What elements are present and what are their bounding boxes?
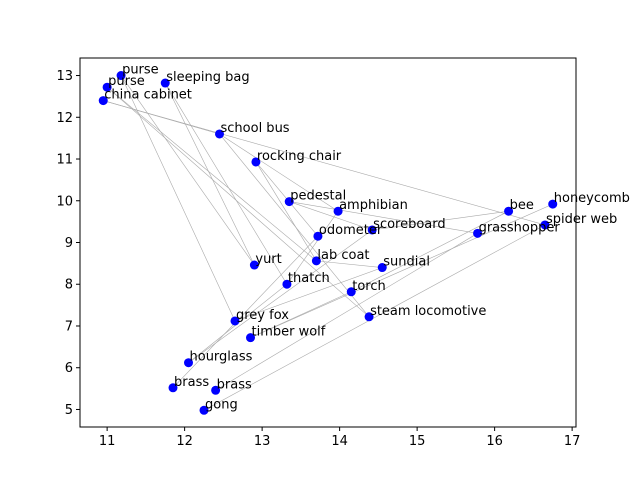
point-label-2: purse [108,74,145,89]
x-tick-label-2: 13 [254,434,271,449]
point-label-22: hourglass [190,350,253,365]
edge-6 [219,133,339,212]
point-label-3: china cabinet [104,88,192,103]
y-tick-label-4: 9 [65,236,73,251]
point-label-8: bee [510,198,534,213]
point-12 [473,228,483,238]
edge-16 [203,224,546,411]
x-tick-label-4: 15 [409,434,426,449]
point-label-20: grey fox [236,308,289,323]
point-13 [313,231,323,241]
point-25 [199,405,209,415]
edge-7 [219,133,370,317]
point-6 [548,199,558,209]
y-tick-label-5: 10 [56,194,73,209]
edge-5 [103,100,220,135]
point-10 [540,220,550,230]
ticks-layer: 11 12 13 14 15 16 17 5 6 7 8 9 10 11 12 13 [56,69,580,449]
point-label-0: purse [122,63,159,78]
point-label-24: brass [217,377,252,392]
point-label-11: scoreboard [373,217,445,232]
x-tick-label-1: 12 [176,434,193,449]
edge-23 [250,291,352,338]
edge-10 [250,203,553,338]
point-15 [249,260,259,270]
edge-12 [289,201,373,231]
point-16 [377,263,387,273]
point-9 [333,206,343,216]
point-22 [184,358,193,368]
edge-11 [289,201,478,234]
edge-14 [351,210,509,293]
point-19 [364,312,374,322]
edge-4 [103,100,546,226]
y-tick-label-6: 11 [56,153,73,168]
point-8 [504,206,514,216]
edge-20 [316,260,383,268]
point-label-14: lab coat [317,248,369,263]
point-2 [102,82,112,92]
y-tick-label-7: 12 [56,111,73,126]
point-label-5: rocking chair [257,149,342,164]
point-label-17: thatch [288,271,330,286]
point-label-9: amphibian [339,198,408,213]
point-label-1: sleeping bag [166,70,249,85]
axes-frame [79,57,577,428]
edge-18 [215,233,478,391]
x-tick-label-6: 17 [564,434,581,449]
edge-3 [106,86,317,262]
edge-21 [234,267,383,322]
point-17 [282,279,292,289]
y-tick-label-3: 8 [65,278,73,293]
edge-0 [120,75,236,322]
point-label-12: grasshopper [479,220,561,235]
point-label-13: odometer [319,223,383,238]
point-18 [346,287,356,297]
y-tick-label-0: 5 [65,403,73,418]
edge-9 [255,161,317,262]
x-tick-label-5: 16 [486,434,503,449]
points-layer [98,71,558,415]
point-3 [98,96,108,106]
point-label-10: spider web [546,212,617,227]
point-14 [311,256,321,266]
y-tick-label-1: 6 [65,361,73,376]
y-tick-label-8: 13 [56,69,73,84]
x-tick-label-3: 14 [331,434,348,449]
point-label-25: gong [205,397,238,412]
edge-24 [164,82,288,285]
point-24 [211,385,221,395]
point-label-21: timber wolf [252,325,326,340]
edge-19 [172,236,319,388]
edge-1 [120,75,255,266]
point-label-4: school bus [221,121,290,136]
point-23 [168,383,178,393]
point-label-6: honeycomb [554,191,630,206]
point-label-19: steam locomotive [370,304,486,319]
point-5 [251,157,261,167]
point-21 [246,333,255,343]
edge-13 [372,210,509,231]
y-tick-label-2: 7 [65,319,73,334]
point-11 [367,225,377,235]
point-label-16: sundial [383,255,430,270]
edge-15 [286,211,339,285]
point-label-15: yurt [255,252,281,267]
point-label-18: torch [352,279,386,294]
edges-layer [103,75,553,411]
point-20 [230,316,240,326]
point-0 [116,71,126,81]
point-label-7: pedestal [290,189,346,204]
point-label-23: brass [174,375,209,390]
x-tick-label-0: 11 [99,434,116,449]
point-4 [215,129,224,139]
edge-25 [106,86,370,318]
edge-17 [188,229,373,363]
edge-2 [164,82,255,266]
point-7 [284,197,294,207]
point-1 [160,78,170,88]
